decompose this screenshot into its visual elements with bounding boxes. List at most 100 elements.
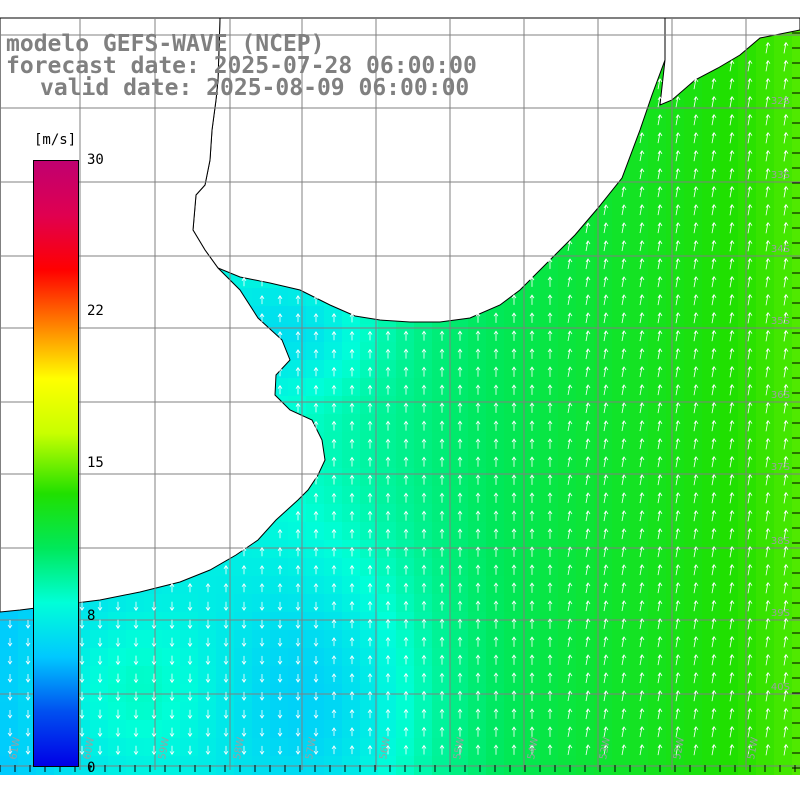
- wind-cell: [468, 342, 487, 361]
- wind-arrow: [367, 745, 373, 755]
- wind-arrow: [603, 492, 609, 504]
- wind-arrow: [511, 510, 517, 521]
- wind-arrow: [765, 509, 771, 522]
- wind-arrow: [621, 636, 627, 648]
- wind-arrow: [567, 348, 573, 360]
- wind-arrow: [331, 546, 337, 557]
- wind-arrow: [585, 672, 591, 684]
- wind-cell: [630, 540, 649, 559]
- wind-arrow: [493, 654, 499, 665]
- wind-cell: [684, 252, 703, 271]
- wind-cell: [540, 270, 559, 289]
- wind-arrow: [421, 672, 427, 683]
- wind-arrow: [367, 691, 373, 701]
- wind-cell: [756, 144, 775, 163]
- wind-cell: [342, 540, 361, 559]
- wind-cell: [702, 738, 721, 757]
- wind-cell: [684, 540, 703, 559]
- wind-cell: [756, 594, 775, 613]
- lat-label: 38S: [771, 536, 790, 547]
- wind-cell: [738, 72, 757, 91]
- wind-arrow: [747, 149, 753, 162]
- wind-cell: [414, 612, 433, 631]
- wind-arrow: [567, 276, 573, 288]
- wind-cell: [684, 324, 703, 343]
- wind-cell: [360, 504, 379, 523]
- wind-arrow: [313, 655, 319, 665]
- wind-arrow: [205, 709, 211, 719]
- wind-arrow: [277, 331, 283, 341]
- wind-cell: [522, 738, 541, 757]
- wind-cell: [378, 558, 397, 577]
- wind-arrow: [151, 655, 157, 666]
- wind-arrow: [295, 547, 301, 557]
- wind-cell: [396, 432, 415, 451]
- wind-cell: [612, 558, 631, 577]
- wind-cell: [720, 306, 739, 325]
- wind-cell: [594, 630, 613, 649]
- wind-cell: [216, 720, 235, 739]
- wind-arrow: [403, 456, 409, 467]
- wind-arrow: [313, 583, 319, 593]
- wind-arrow: [331, 313, 337, 323]
- wind-arrow: [385, 726, 391, 737]
- wind-arrow: [439, 420, 445, 431]
- wind-arrow: [711, 744, 717, 756]
- wind-arrow: [783, 347, 789, 360]
- wind-arrow: [639, 618, 645, 630]
- wind-arrow: [349, 474, 355, 485]
- wind-arrow: [421, 384, 427, 395]
- wind-cell: [756, 612, 775, 631]
- wind-arrow: [349, 402, 355, 413]
- wind-cell: [342, 576, 361, 595]
- wind-arrow: [493, 618, 499, 629]
- wind-arrow: [675, 312, 681, 324]
- wind-arrow: [349, 438, 355, 449]
- wind-arrow: [475, 564, 481, 575]
- wind-arrow: [403, 600, 409, 611]
- wind-cell: [0, 630, 19, 649]
- wind-arrow: [313, 601, 319, 611]
- wind-cell: [306, 594, 325, 613]
- wind-cell: [252, 576, 271, 595]
- wind-arrow: [657, 582, 663, 594]
- wind-cell: [576, 720, 595, 739]
- wind-cell: [774, 72, 793, 91]
- wind-arrow: [367, 546, 373, 557]
- wind-arrow: [747, 185, 753, 198]
- wind-arrow: [765, 725, 771, 738]
- wind-cell: [486, 522, 505, 541]
- wind-cell: [540, 630, 559, 649]
- wind-cell: [324, 468, 343, 487]
- wind-arrow: [783, 275, 789, 288]
- wind-arrow: [585, 312, 591, 324]
- wind-cell: [792, 450, 800, 469]
- wind-cell: [504, 414, 523, 433]
- wind-cell: [702, 108, 721, 127]
- wind-cell: [594, 504, 613, 523]
- lat-label: 32S: [771, 96, 790, 107]
- wind-cell: [414, 324, 433, 343]
- wind-cell: [792, 378, 800, 397]
- wind-cell: [90, 648, 109, 667]
- wind-cell: [522, 324, 541, 343]
- wind-cell: [468, 522, 487, 541]
- wind-cell: [522, 612, 541, 631]
- wind-arrow: [621, 420, 627, 432]
- wind-arrow: [439, 402, 445, 413]
- wind-cell: [666, 432, 685, 451]
- wind-cell: [342, 594, 361, 613]
- wind-arrow: [639, 168, 645, 180]
- wind-cell: [612, 270, 631, 289]
- wind-arrow: [475, 510, 481, 521]
- wind-arrow: [25, 746, 31, 755]
- wind-arrow: [457, 330, 463, 341]
- wind-arrow: [457, 582, 463, 593]
- wind-arrow: [639, 420, 645, 432]
- wind-cell: [774, 540, 793, 559]
- wind-cell: [144, 594, 163, 613]
- wind-arrow: [729, 312, 735, 324]
- wind-cell: [432, 666, 451, 685]
- wind-arrow: [603, 456, 609, 468]
- wind-arrow: [331, 601, 337, 611]
